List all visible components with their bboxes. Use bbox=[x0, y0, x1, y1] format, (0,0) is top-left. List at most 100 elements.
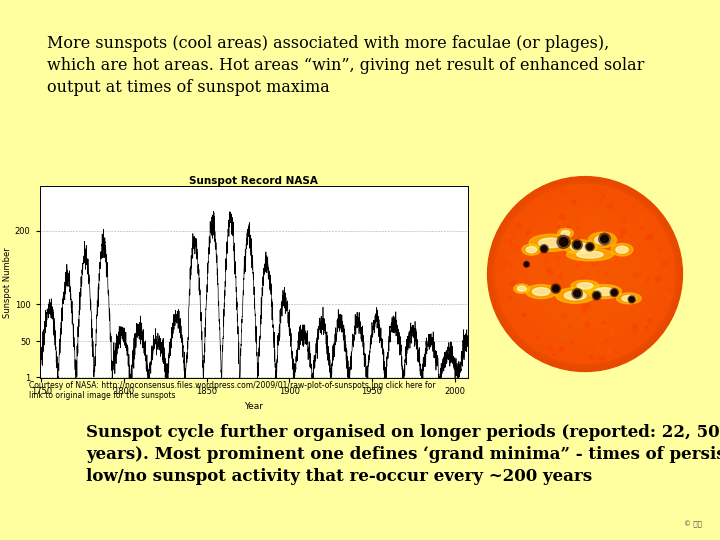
Circle shape bbox=[604, 273, 606, 275]
Circle shape bbox=[551, 331, 553, 333]
Circle shape bbox=[610, 350, 613, 352]
Circle shape bbox=[575, 251, 578, 253]
Circle shape bbox=[574, 290, 580, 297]
Circle shape bbox=[553, 286, 559, 292]
Circle shape bbox=[649, 234, 653, 238]
Circle shape bbox=[592, 237, 596, 241]
Circle shape bbox=[548, 269, 554, 275]
Circle shape bbox=[646, 278, 649, 282]
Circle shape bbox=[614, 225, 619, 230]
Circle shape bbox=[621, 229, 626, 234]
Circle shape bbox=[528, 217, 642, 331]
Circle shape bbox=[527, 231, 530, 234]
Circle shape bbox=[572, 201, 576, 204]
Circle shape bbox=[549, 188, 554, 193]
Circle shape bbox=[628, 296, 636, 303]
Circle shape bbox=[585, 212, 588, 215]
Circle shape bbox=[513, 280, 516, 282]
Circle shape bbox=[540, 245, 548, 253]
Circle shape bbox=[572, 351, 575, 353]
Ellipse shape bbox=[564, 291, 586, 300]
Circle shape bbox=[600, 199, 602, 201]
Circle shape bbox=[508, 274, 510, 276]
Circle shape bbox=[606, 299, 608, 301]
Circle shape bbox=[598, 233, 611, 245]
Circle shape bbox=[523, 261, 529, 267]
Circle shape bbox=[606, 349, 611, 354]
Circle shape bbox=[525, 262, 528, 266]
Circle shape bbox=[634, 330, 636, 334]
Ellipse shape bbox=[529, 234, 572, 252]
Circle shape bbox=[508, 297, 511, 300]
Circle shape bbox=[667, 253, 670, 256]
Ellipse shape bbox=[532, 288, 550, 295]
Circle shape bbox=[570, 198, 572, 200]
Circle shape bbox=[660, 321, 662, 323]
Circle shape bbox=[629, 297, 634, 302]
Circle shape bbox=[610, 288, 618, 296]
Circle shape bbox=[642, 313, 644, 316]
Circle shape bbox=[603, 234, 605, 237]
Text: More sunspots (cool areas) associated with more faculae (or plages),
which are h: More sunspots (cool areas) associated wi… bbox=[47, 35, 644, 97]
Circle shape bbox=[590, 355, 593, 359]
Circle shape bbox=[564, 251, 568, 255]
Ellipse shape bbox=[595, 288, 614, 295]
Circle shape bbox=[551, 284, 560, 293]
Circle shape bbox=[644, 299, 646, 301]
Circle shape bbox=[590, 321, 592, 323]
Circle shape bbox=[521, 261, 526, 266]
Circle shape bbox=[577, 227, 579, 230]
Circle shape bbox=[600, 293, 606, 299]
Circle shape bbox=[620, 235, 623, 238]
Circle shape bbox=[531, 305, 533, 307]
Circle shape bbox=[523, 314, 525, 316]
Circle shape bbox=[643, 206, 645, 208]
Ellipse shape bbox=[595, 235, 611, 244]
Circle shape bbox=[503, 261, 509, 267]
Circle shape bbox=[510, 290, 516, 296]
Circle shape bbox=[574, 241, 580, 248]
Ellipse shape bbox=[522, 244, 541, 255]
Circle shape bbox=[582, 278, 585, 280]
Text: Courtesy of NASA: http://noconsensus.files.wordpress.com/2009/01/raw-plot-of-sun: Courtesy of NASA: http://noconsensus.fil… bbox=[29, 381, 436, 400]
Circle shape bbox=[606, 202, 611, 207]
Ellipse shape bbox=[539, 238, 563, 248]
Circle shape bbox=[669, 296, 672, 299]
Circle shape bbox=[500, 266, 504, 271]
Circle shape bbox=[557, 225, 559, 227]
Circle shape bbox=[575, 220, 578, 222]
Ellipse shape bbox=[556, 288, 595, 303]
Circle shape bbox=[602, 195, 604, 197]
Circle shape bbox=[645, 236, 649, 240]
Circle shape bbox=[608, 282, 611, 285]
Circle shape bbox=[487, 177, 683, 372]
Circle shape bbox=[593, 252, 597, 255]
Ellipse shape bbox=[567, 248, 613, 261]
Circle shape bbox=[609, 331, 615, 336]
Circle shape bbox=[509, 239, 511, 241]
Circle shape bbox=[492, 181, 678, 367]
Circle shape bbox=[560, 249, 564, 253]
Circle shape bbox=[611, 290, 617, 295]
Circle shape bbox=[558, 247, 563, 252]
Circle shape bbox=[633, 273, 637, 277]
Circle shape bbox=[655, 264, 660, 269]
Ellipse shape bbox=[570, 243, 590, 251]
Circle shape bbox=[495, 184, 675, 364]
Circle shape bbox=[562, 246, 566, 249]
Ellipse shape bbox=[561, 231, 570, 236]
Circle shape bbox=[600, 235, 608, 243]
Circle shape bbox=[512, 232, 517, 237]
Circle shape bbox=[658, 300, 662, 304]
Circle shape bbox=[559, 295, 564, 301]
Circle shape bbox=[657, 248, 661, 251]
Circle shape bbox=[604, 339, 607, 342]
Circle shape bbox=[664, 292, 670, 298]
Circle shape bbox=[616, 224, 618, 227]
Circle shape bbox=[572, 288, 582, 299]
Circle shape bbox=[540, 229, 630, 319]
Circle shape bbox=[583, 309, 586, 313]
Ellipse shape bbox=[563, 240, 598, 254]
Circle shape bbox=[625, 246, 630, 251]
X-axis label: Year: Year bbox=[244, 402, 264, 410]
